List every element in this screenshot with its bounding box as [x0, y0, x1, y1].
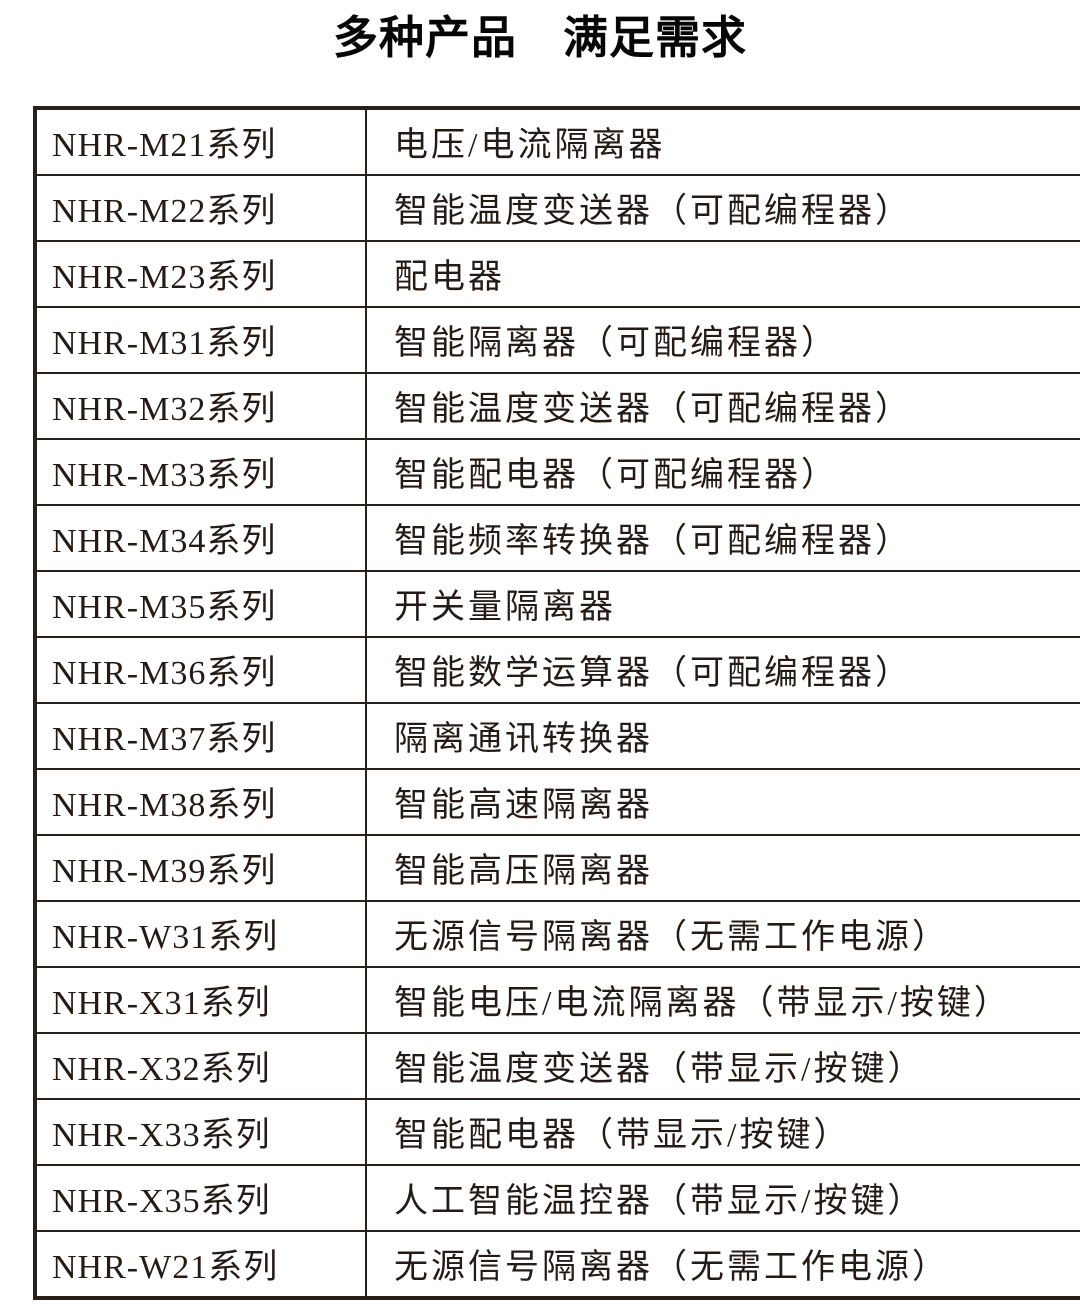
description-cell: 智能温度变送器（可配编程器）	[365, 173, 1080, 242]
series-cell: NHR-W21系列	[34, 1229, 367, 1299]
description-cell: 智能电压/电流隔离器（带显示/按键）	[365, 965, 1080, 1034]
table-row: NHR-W31系列 无源信号隔离器（无需工作电源）	[34, 899, 1080, 968]
table-row: NHR-M23系列 配电器	[34, 239, 1080, 308]
table-row: NHR-M34系列 智能频率转换器（可配编程器）	[34, 503, 1080, 572]
description-cell: 人工智能温控器（带显示/按键）	[365, 1163, 1080, 1232]
product-table-body: NHR-M21系列 电压/电流隔离器 NHR-M22系列 智能温度变送器（可配编程器）…	[34, 106, 1080, 1299]
table-row: NHR-W21系列 无源信号隔离器（无需工作电源）	[34, 1229, 1080, 1299]
series-cell: NHR-X31系列	[34, 965, 367, 1034]
series-cell: NHR-M22系列	[34, 173, 367, 242]
table-row: NHR-M32系列 智能温度变送器（可配编程器）	[34, 371, 1080, 440]
description-cell: 智能配电器（可配编程器）	[365, 437, 1080, 506]
series-cell: NHR-X35系列	[34, 1163, 367, 1232]
description-cell: 电压/电流隔离器	[365, 106, 1080, 176]
table-row: NHR-M22系列 智能温度变送器（可配编程器）	[34, 173, 1080, 242]
series-cell: NHR-M35系列	[34, 569, 367, 638]
table-row: NHR-M31系列 智能隔离器（可配编程器）	[34, 305, 1080, 374]
series-cell: NHR-X33系列	[34, 1097, 367, 1166]
table-row: NHR-M38系列 智能高速隔离器	[34, 767, 1080, 836]
description-cell: 无源信号隔离器（无需工作电源）	[365, 899, 1080, 968]
description-cell: 智能温度变送器（可配编程器）	[365, 371, 1080, 440]
series-cell: NHR-W31系列	[34, 899, 367, 968]
series-cell: NHR-M37系列	[34, 701, 367, 770]
table-row: NHR-X32系列 智能温度变送器（带显示/按键）	[34, 1031, 1080, 1100]
description-cell: 智能数学运算器（可配编程器）	[365, 635, 1080, 704]
series-cell: NHR-X32系列	[34, 1031, 367, 1100]
description-cell: 无源信号隔离器（无需工作电源）	[365, 1229, 1080, 1299]
series-cell: NHR-M23系列	[34, 239, 367, 308]
description-cell: 智能高压隔离器	[365, 833, 1080, 902]
table-row: NHR-X33系列 智能配电器（带显示/按键）	[34, 1097, 1080, 1166]
table-row: NHR-M35系列 开关量隔离器	[34, 569, 1080, 638]
description-cell: 智能隔离器（可配编程器）	[365, 305, 1080, 374]
page-title: 多种产品 满足需求	[332, 12, 747, 63]
table-row: NHR-M21系列 电压/电流隔离器	[34, 106, 1080, 176]
series-cell: NHR-M32系列	[34, 371, 367, 440]
table-row: NHR-X31系列 智能电压/电流隔离器（带显示/按键）	[34, 965, 1080, 1034]
series-cell: NHR-M33系列	[34, 437, 367, 506]
description-cell: 智能温度变送器（带显示/按键）	[365, 1031, 1080, 1100]
series-cell: NHR-M38系列	[34, 767, 367, 836]
series-cell: NHR-M34系列	[34, 503, 367, 572]
table-row: NHR-M39系列 智能高压隔离器	[34, 833, 1080, 902]
table-row: NHR-X35系列 人工智能温控器（带显示/按键）	[34, 1163, 1080, 1232]
series-cell: NHR-M36系列	[34, 635, 367, 704]
series-cell: NHR-M21系列	[34, 106, 367, 176]
description-cell: 开关量隔离器	[365, 569, 1080, 638]
description-cell: 隔离通讯转换器	[365, 701, 1080, 770]
description-cell: 智能频率转换器（可配编程器）	[365, 503, 1080, 572]
description-cell: 智能配电器（带显示/按键）	[365, 1097, 1080, 1166]
series-cell: NHR-M39系列	[34, 833, 367, 902]
table-row: NHR-M33系列 智能配电器（可配编程器）	[34, 437, 1080, 506]
table-row: NHR-M36系列 智能数学运算器（可配编程器）	[34, 635, 1080, 704]
product-series-table: NHR-M21系列 电压/电流隔离器 NHR-M22系列 智能温度变送器（可配编程器）…	[33, 105, 1080, 1300]
table-row: NHR-M37系列 隔离通讯转换器	[34, 701, 1080, 770]
description-cell: 配电器	[365, 239, 1080, 308]
description-cell: 智能高速隔离器	[365, 767, 1080, 836]
series-cell: NHR-M31系列	[34, 305, 367, 374]
